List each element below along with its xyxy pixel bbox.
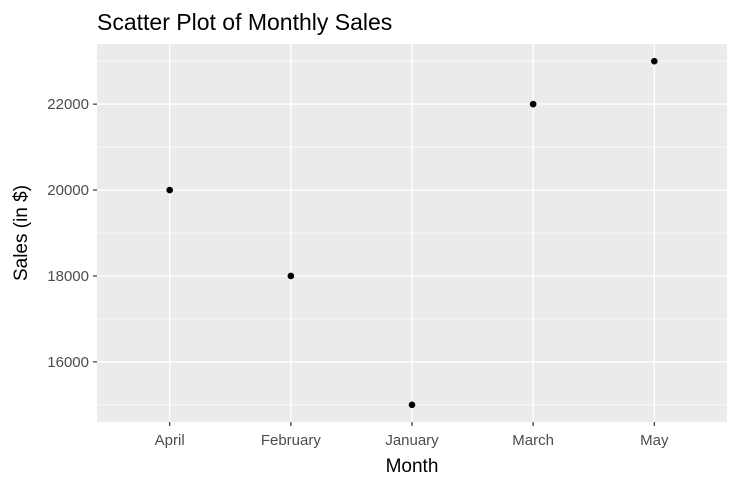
data-point	[166, 186, 173, 194]
y-tick-label: 20000	[47, 182, 89, 199]
x-axis: April February January March May	[155, 422, 669, 449]
x-tick-label: February	[261, 432, 322, 449]
data-point	[408, 401, 416, 409]
x-tick-label: May	[640, 432, 669, 449]
y-tick-label: 22000	[47, 96, 89, 113]
data-point	[651, 57, 658, 65]
y-tick-label: 16000	[47, 354, 89, 371]
y-tick-label: 18000	[47, 268, 89, 285]
x-tick-label: January	[385, 432, 439, 449]
y-axis: 16000 18000 20000 22000	[47, 96, 97, 371]
x-tick-label: April	[155, 432, 185, 449]
y-axis-title: Sales (in $)	[11, 185, 32, 281]
grid-major	[97, 44, 727, 422]
data-points	[166, 57, 658, 409]
x-axis-title: Month	[386, 456, 439, 477]
chart-title: Scatter Plot of Monthly Sales	[97, 9, 392, 35]
data-point	[529, 100, 537, 108]
x-tick-label: March	[512, 432, 554, 449]
data-point	[287, 272, 295, 280]
